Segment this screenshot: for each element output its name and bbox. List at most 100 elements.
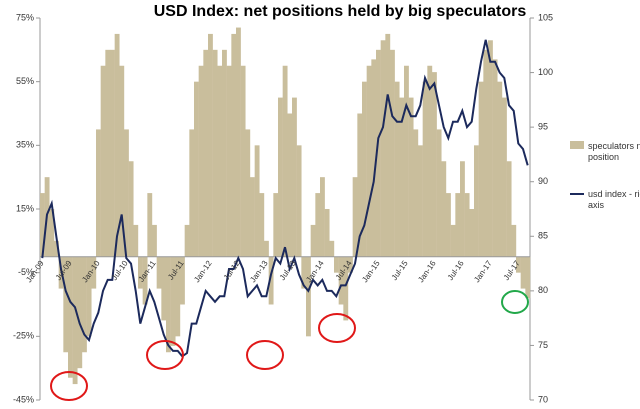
bar xyxy=(390,49,395,257)
bar xyxy=(184,224,190,257)
bar xyxy=(268,256,274,305)
bar xyxy=(455,193,461,257)
bar xyxy=(352,177,358,257)
bar xyxy=(82,256,87,353)
highlight-circle xyxy=(246,340,284,370)
x-tick-label: Jul-15 xyxy=(390,259,410,282)
bar xyxy=(72,256,78,385)
bar xyxy=(436,129,442,257)
bar xyxy=(68,256,73,378)
bar xyxy=(348,256,353,273)
bar xyxy=(100,65,106,257)
bar xyxy=(306,256,311,337)
highlight-circle xyxy=(501,290,529,314)
y2-tick-label: 85 xyxy=(538,231,548,241)
bar xyxy=(446,193,451,257)
bar xyxy=(161,256,167,321)
bar xyxy=(40,193,45,257)
bar xyxy=(86,256,92,337)
bar xyxy=(366,65,372,257)
y-tick-label: 35% xyxy=(16,140,34,150)
bar xyxy=(441,161,447,257)
bar xyxy=(320,177,325,257)
bar xyxy=(254,145,260,257)
x-tick-label: Jul-16 xyxy=(446,259,466,282)
x-tick-label: Jan-15 xyxy=(360,259,382,285)
bar xyxy=(142,256,148,305)
bar xyxy=(502,97,507,257)
bar xyxy=(399,97,405,257)
legend-swatch xyxy=(570,141,584,149)
bar xyxy=(315,193,321,257)
bar xyxy=(371,59,377,257)
y2-tick-label: 95 xyxy=(538,122,548,132)
bar xyxy=(385,33,391,257)
bar xyxy=(329,240,335,257)
bar xyxy=(189,129,195,257)
bar xyxy=(273,193,279,257)
bar xyxy=(292,97,297,257)
bar xyxy=(343,256,349,321)
bar xyxy=(338,256,344,305)
x-tick-label: Jan-16 xyxy=(416,259,438,285)
bar xyxy=(483,49,489,257)
bar xyxy=(525,256,531,299)
bar xyxy=(194,81,199,257)
bar xyxy=(394,81,400,257)
bar xyxy=(324,209,330,257)
bar xyxy=(282,65,288,257)
bar xyxy=(492,59,498,257)
bar xyxy=(124,129,129,257)
y-tick-label: 75% xyxy=(16,12,34,22)
bar xyxy=(226,65,232,257)
y-tick-label: 15% xyxy=(16,203,34,213)
bar xyxy=(170,256,176,346)
bar xyxy=(105,49,111,257)
y-tick-label: -45% xyxy=(13,394,34,404)
bar xyxy=(511,224,517,257)
legend-label: usd index - right axis xyxy=(588,189,640,210)
bar xyxy=(413,129,419,257)
bar xyxy=(212,49,218,257)
bar xyxy=(464,193,470,257)
bar xyxy=(245,129,251,257)
line xyxy=(41,39,529,358)
bar xyxy=(422,81,428,257)
bar xyxy=(231,33,237,257)
bar xyxy=(250,177,255,257)
highlight-circle xyxy=(50,371,88,401)
bar xyxy=(63,256,69,353)
chart-title: USD Index: net positions held by big spe… xyxy=(154,3,527,20)
bar xyxy=(460,161,465,257)
bar xyxy=(138,256,143,289)
bar xyxy=(128,161,134,257)
bar xyxy=(198,65,204,257)
bar xyxy=(91,256,97,289)
y2-tick-label: 70 xyxy=(538,394,548,404)
legend-label: speculators net position xyxy=(588,141,640,162)
y2-tick-label: 90 xyxy=(538,176,548,186)
bar xyxy=(520,256,526,289)
y-tick-label: 55% xyxy=(16,76,34,86)
bar xyxy=(96,129,101,257)
bar xyxy=(357,113,363,257)
bar xyxy=(49,209,55,257)
bar xyxy=(301,256,307,289)
bar xyxy=(133,224,139,257)
bar xyxy=(259,193,265,257)
x-tick-label: Jan-13 xyxy=(248,259,270,285)
bar xyxy=(362,81,367,257)
bar xyxy=(217,65,223,257)
bar xyxy=(516,256,521,273)
bar xyxy=(175,256,181,337)
bar xyxy=(166,256,171,353)
plot: -45% -25% -5% 15% 35% 55% 75% 70 75 80 85 90 95 100 10… xyxy=(13,12,553,404)
y2-tick-label: 80 xyxy=(538,285,548,295)
bar xyxy=(334,256,339,273)
highlight-circle xyxy=(146,340,184,370)
bar xyxy=(310,224,316,257)
bar xyxy=(469,209,475,257)
bar xyxy=(203,49,209,257)
